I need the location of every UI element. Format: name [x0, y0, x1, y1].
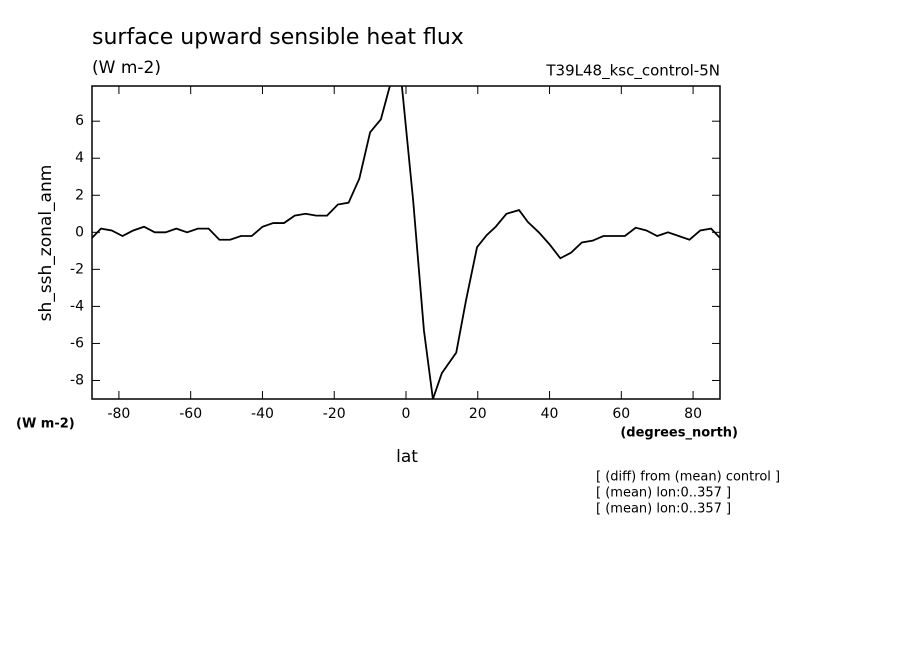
x-tick-label: 60 — [612, 406, 630, 422]
run-label: T39L48_ksc_control-5N — [545, 62, 720, 81]
y-tick-label: 6 — [75, 113, 84, 129]
note: [ (mean) lon:0..357 ] — [596, 502, 731, 517]
x-tick-label: 80 — [684, 406, 702, 422]
y-tick-label: 0 — [75, 224, 84, 240]
x-tick-label: -20 — [323, 406, 346, 422]
x-tick-label: 20 — [469, 406, 487, 422]
x-units: (degrees_north) — [620, 426, 738, 441]
note: [ (diff) from (mean) control ] — [596, 470, 780, 485]
chart-subtitle: (W m-2) — [92, 58, 161, 78]
x-tick-label: -80 — [107, 406, 130, 422]
x-tick-label: -60 — [179, 406, 202, 422]
y-tick-label: -8 — [70, 372, 84, 388]
chart-title: surface upward sensible heat flux — [92, 25, 464, 50]
y-tick-label: -2 — [70, 261, 84, 277]
x-tick-label: 0 — [402, 406, 411, 422]
x-tick-label: 40 — [541, 406, 559, 422]
y-tick-label: -4 — [70, 298, 84, 314]
y-tick-label: 4 — [75, 150, 84, 166]
y-tick-label: 2 — [75, 187, 84, 203]
y-axis-label: sh_ssh_zonal_anm — [36, 165, 56, 322]
x-tick-label: -40 — [251, 406, 274, 422]
y-tick-label: -6 — [70, 335, 84, 351]
note: [ (mean) lon:0..357 ] — [596, 486, 731, 501]
x-axis-label: lat — [396, 447, 418, 467]
data-line — [92, 86, 720, 399]
y-units: (W m-2) — [16, 417, 75, 432]
